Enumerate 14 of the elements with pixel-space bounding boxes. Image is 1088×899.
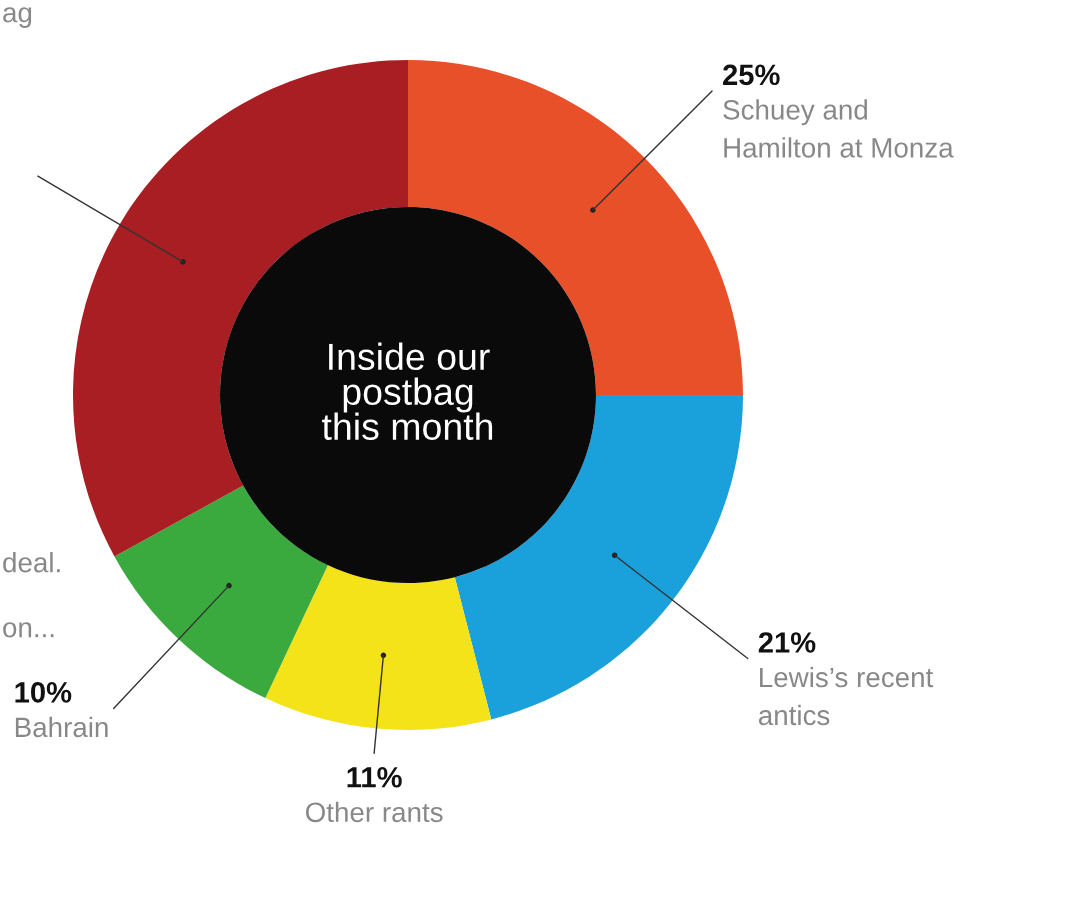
slice-label: Lewis’s recent antics xyxy=(758,666,934,726)
data-label: 25% xyxy=(723,64,780,86)
donut-slice xyxy=(114,485,328,699)
text: on... xyxy=(3,622,54,638)
donut-slice xyxy=(265,565,492,730)
data-label: 10% xyxy=(15,682,72,703)
text: ag xyxy=(3,7,32,28)
text: deal. xyxy=(3,552,60,573)
slice-label: Other rants xyxy=(305,801,443,823)
slice-label: Schuey and Hamilton at Monza xyxy=(723,99,954,158)
data-label: 11% xyxy=(347,767,402,788)
slice-label: Bahrain xyxy=(15,716,108,738)
text: Inside our postbag this month xyxy=(322,342,493,441)
data-label: 21% xyxy=(758,632,816,653)
